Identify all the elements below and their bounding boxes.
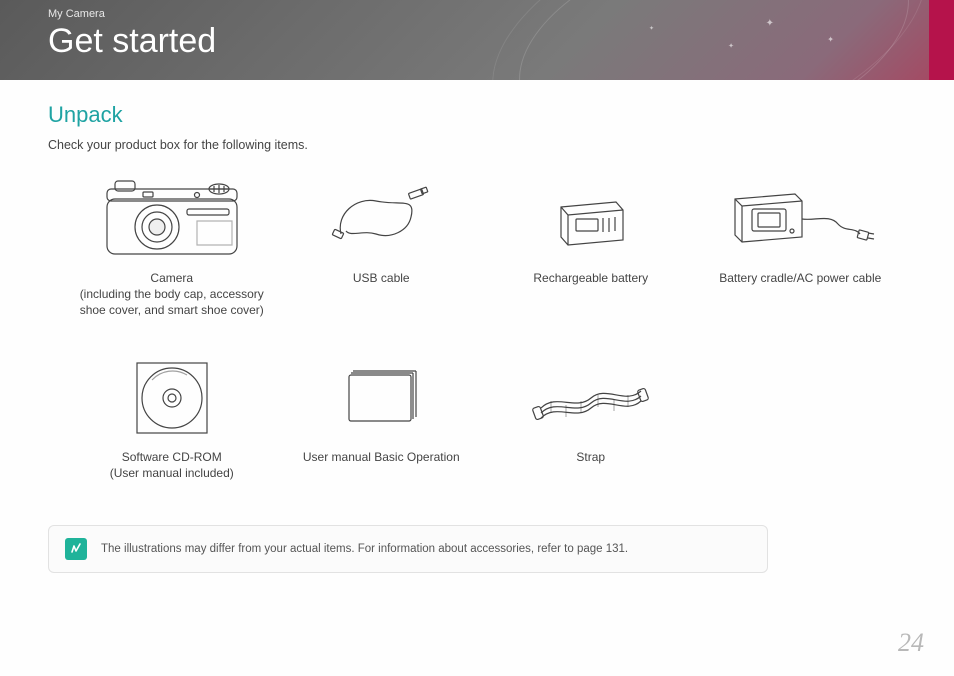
battery-icon <box>495 174 687 264</box>
sparkle-icon: ✦ <box>649 25 654 32</box>
page-header: ✦ ✦ ✦ ✦ My Camera Get started <box>0 0 954 80</box>
usb-cable-icon <box>286 174 478 264</box>
note-box: The illustrations may differ from your a… <box>48 525 768 573</box>
item-battery: Rechargeable battery <box>495 174 687 319</box>
cdrom-icon <box>76 353 268 443</box>
camera-icon <box>76 174 268 264</box>
item-label: Camera (including the body cap, accessor… <box>76 270 268 319</box>
item-strap: Strap <box>495 353 687 481</box>
caption-text: Software CD-ROM <box>122 450 222 464</box>
items-grid: Camera (including the body cap, accessor… <box>76 174 896 481</box>
sparkle-icon: ✦ <box>827 35 834 44</box>
empty-cell <box>705 353 897 481</box>
item-usb-cable: USB cable <box>286 174 478 319</box>
note-text: The illustrations may differ from your a… <box>101 543 628 555</box>
item-label: Battery cradle/AC power cable <box>705 270 897 286</box>
item-label: Strap <box>495 449 687 465</box>
item-label: USB cable <box>286 270 478 286</box>
page-number: 24 <box>898 628 924 658</box>
item-label: User manual Basic Operation <box>286 449 478 465</box>
caption-text: Camera <box>150 271 193 285</box>
item-cdrom: Software CD-ROM (User manual included) <box>76 353 268 481</box>
section-lead: Check your product box for the following… <box>48 138 906 152</box>
item-label: Rechargeable battery <box>495 270 687 286</box>
decorative-swirl <box>461 0 954 80</box>
sparkle-icon: ✦ <box>728 42 734 50</box>
strap-icon <box>495 353 687 443</box>
caption-subtext: (including the body cap, accessory shoe … <box>80 287 264 317</box>
item-cradle: Battery cradle/AC power cable <box>705 174 897 319</box>
caption-subtext: (User manual included) <box>110 466 234 480</box>
sparkle-icon: ✦ <box>766 18 774 29</box>
section-title: Unpack <box>48 102 906 128</box>
manual-icon <box>286 353 478 443</box>
item-label: Software CD-ROM (User manual included) <box>76 449 268 481</box>
item-camera: Camera (including the body cap, accessor… <box>76 174 268 319</box>
content-area: Unpack Check your product box for the fo… <box>0 80 954 573</box>
item-manual: User manual Basic Operation <box>286 353 478 481</box>
charger-icon <box>705 174 897 264</box>
note-icon <box>65 538 87 560</box>
